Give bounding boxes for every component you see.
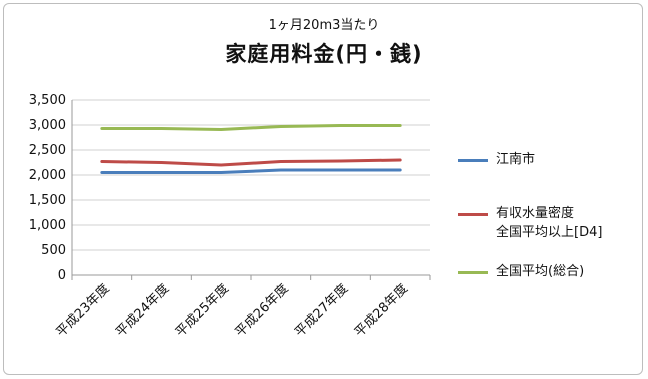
legend-label: 有収水量密度 全国平均以上[D4]	[496, 206, 603, 240]
y-tick-label: 0	[58, 268, 66, 283]
x-tick-label: 平成25年度	[172, 281, 232, 341]
y-tick-label: 500	[41, 243, 66, 258]
y-tick-label: 2,500	[29, 143, 66, 158]
legend-swatch	[458, 159, 488, 162]
legend-swatch	[458, 271, 488, 274]
x-tick-label: 平成28年度	[351, 281, 411, 341]
y-tick-label: 1,000	[29, 218, 66, 233]
series-line-2	[100, 158, 402, 167]
y-tick-label: 3,000	[29, 118, 66, 133]
x-tick-label: 平成27年度	[292, 281, 352, 341]
x-tick-label: 平成26年度	[232, 281, 292, 341]
x-tick-label: 平成24年度	[113, 281, 173, 341]
chart-subtitle: 1ヶ月20m3当たり	[268, 18, 380, 33]
series-line-3	[100, 124, 402, 131]
y-tick-label: 3,500	[29, 93, 66, 108]
legend-swatch	[458, 213, 488, 216]
chart-frame	[3, 3, 643, 375]
legend-label: 江南市	[496, 152, 536, 167]
series-line-1	[100, 168, 402, 174]
legend-label: 全国平均(総合)	[496, 264, 585, 279]
x-tick-label: 平成23年度	[53, 281, 113, 341]
y-tick-label: 1,500	[29, 193, 66, 208]
y-tick-label: 2,000	[29, 168, 66, 183]
chart-title: 家庭用料金(円・銭)	[225, 42, 423, 66]
